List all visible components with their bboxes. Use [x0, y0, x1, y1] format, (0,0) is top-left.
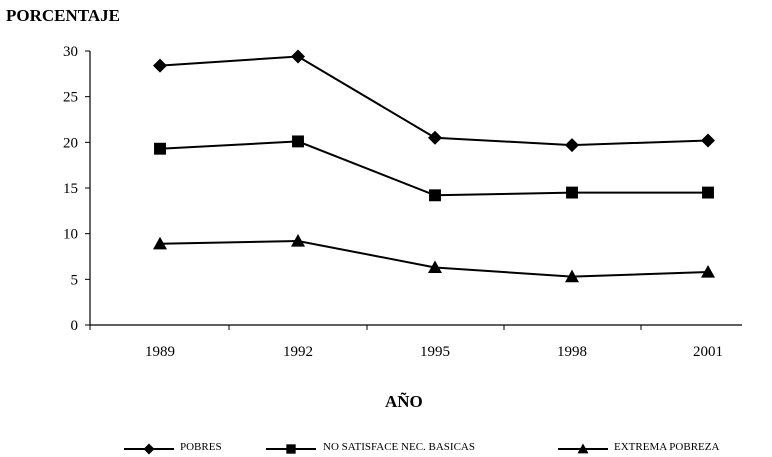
data-point	[428, 130, 442, 145]
data-point	[292, 135, 304, 148]
series-line	[159, 140, 708, 197]
legend-marker	[286, 444, 296, 454]
y-tick-label: 0	[71, 318, 79, 334]
data-point	[701, 133, 715, 148]
legend-label-extrema-pobreza: EXTREMA POBREZA	[614, 441, 720, 453]
y-ticks: 0 5 10 15 20 25 30	[63, 44, 90, 334]
x-tick-label: 1989	[145, 344, 175, 360]
x-axis-title: AÑO	[385, 392, 423, 411]
data-point	[153, 236, 167, 250]
legend-marker	[143, 443, 155, 455]
y-tick-label: 25	[63, 90, 78, 106]
y-tick-label: 15	[63, 181, 78, 197]
y-tick-label: 5	[71, 272, 79, 288]
series-group	[153, 49, 715, 283]
x-tick-label: 1995	[420, 344, 450, 360]
x-tick-label: 2001	[693, 344, 723, 360]
x-ticks: 1989 1992 1995 1998 2001	[89, 325, 723, 360]
y-axis-title: PORCENTAJE	[6, 6, 120, 25]
data-point	[565, 269, 579, 283]
y-tick-label: 20	[63, 135, 78, 151]
data-point	[154, 142, 166, 155]
x-tick-label: 1998	[557, 344, 587, 360]
y-tick-label: 30	[63, 44, 78, 60]
data-point	[153, 58, 167, 73]
data-point	[565, 138, 579, 153]
x-tick-label: 1992	[283, 344, 313, 360]
data-point	[702, 186, 714, 199]
series-1	[154, 135, 714, 202]
legend-label-pobres: POBRES	[180, 441, 222, 453]
data-point	[566, 186, 578, 199]
data-point	[291, 233, 305, 247]
y-tick-label: 10	[63, 227, 78, 243]
legend-marker	[577, 443, 589, 454]
data-point	[291, 49, 305, 64]
series-0	[153, 49, 715, 153]
data-point	[701, 265, 715, 278]
data-point	[429, 189, 441, 202]
legend-label-no-satisface: NO SATISFACE NEC. BASICAS	[323, 441, 475, 453]
data-point	[428, 260, 442, 274]
legend-marks	[124, 443, 608, 455]
series-2	[153, 233, 715, 283]
